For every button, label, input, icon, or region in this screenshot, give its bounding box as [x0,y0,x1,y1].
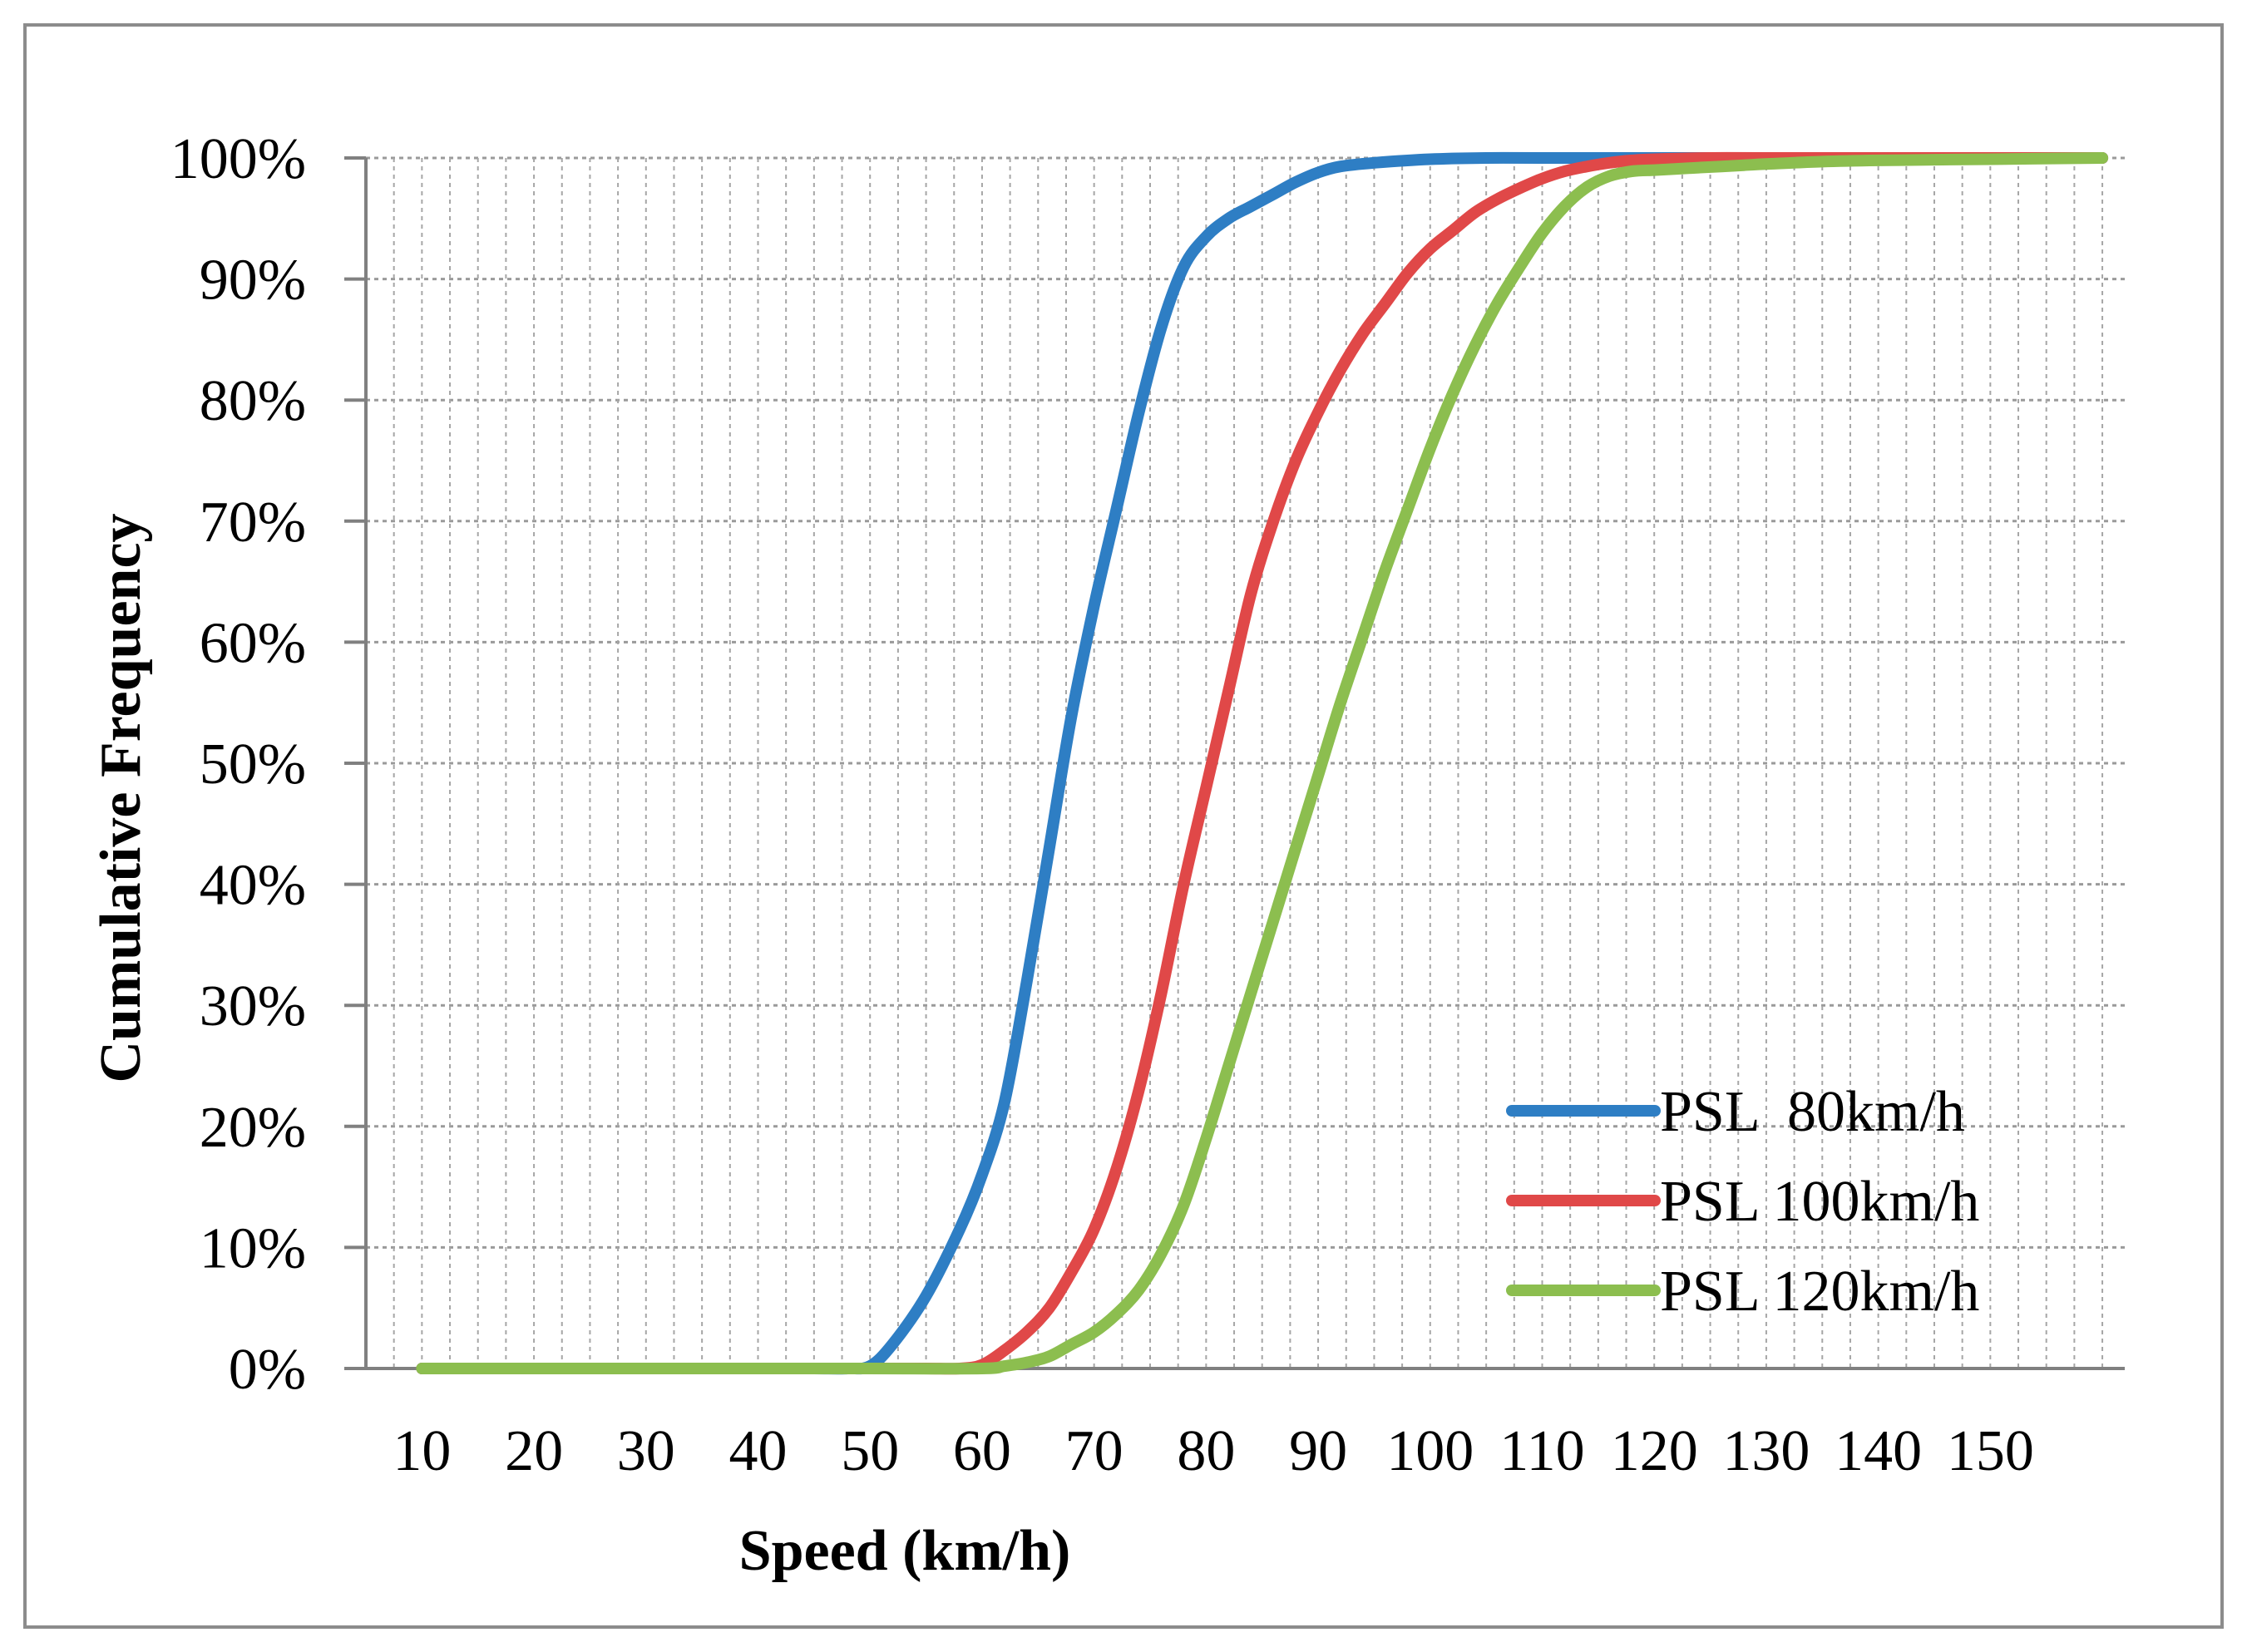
x-tick-label: 120 [1611,1419,1698,1483]
series-line-3 [416,152,2109,1375]
y-tick-label: 100% [170,127,306,191]
x-tick-label: 150 [1947,1419,2034,1483]
y-tick-labels: 0% 10% 20% 30% 40% 50% 60% 70% 80% 90% 100% [170,127,306,1402]
x-axis-title: Speed (km/h) [739,1519,1071,1583]
y-tick-label: 80% [200,369,306,433]
x-tick-label: 130 [1722,1419,1810,1483]
legend-label-2: PSL 100km/h [1660,1170,1979,1234]
data-series [416,151,2109,1375]
y-axis-title: Cumulative Frequency [89,513,153,1082]
x-tick-label: 30 [617,1419,675,1483]
x-tick-label: 140 [1835,1419,1922,1483]
y-tick-label: 10% [200,1216,306,1280]
legend-label-1: PSL 80km/h [1660,1080,1965,1144]
x-tick-label: 40 [728,1419,787,1483]
x-tick-label: 80 [1177,1419,1235,1483]
x-tick-label: 60 [953,1419,1011,1483]
x-tick-label: 110 [1499,1419,1584,1483]
x-tick-label: 50 [841,1419,899,1483]
x-tick-label: 90 [1289,1419,1347,1483]
x-tick-label: 100 [1386,1419,1474,1483]
x-tick-labels: 10 20 30 40 50 60 70 80 90 100 110 120 130 140 150 [393,1419,2033,1483]
x-tick-label: 70 [1065,1419,1124,1483]
y-tick-label: 50% [200,732,306,796]
y-tick-label: 0% [229,1338,306,1402]
y-tick-label: 60% [200,611,306,675]
y-tick-label: 70% [200,491,306,555]
x-tick-label: 10 [393,1419,451,1483]
legend-label-3: PSL 120km/h [1660,1260,1979,1324]
y-tick-label: 30% [200,974,306,1038]
x-tick-label: 20 [505,1419,563,1483]
y-tick-label: 40% [200,854,306,918]
y-tick-label: 20% [200,1096,306,1160]
chart-frame [23,23,2224,1629]
y-tick-label: 90% [200,249,306,313]
legend: PSL 80km/h PSL 100km/h PSL 120km/h [1506,1080,1979,1324]
